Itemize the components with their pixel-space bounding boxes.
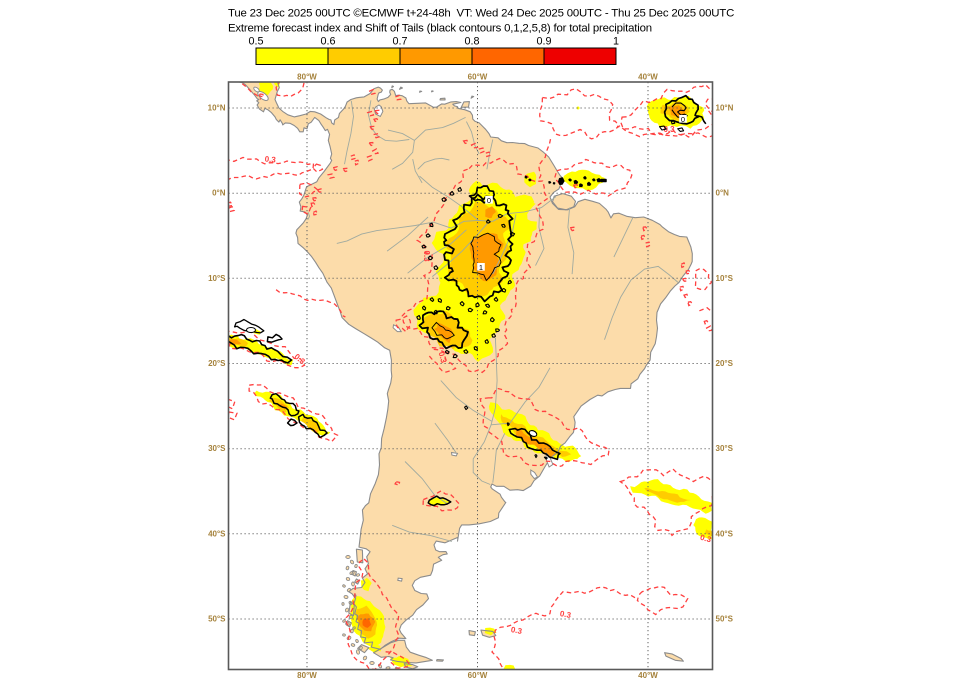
svg-text:0°N: 0°N: [212, 189, 226, 198]
svg-text:40°S: 40°S: [716, 529, 734, 538]
svg-text:10°S: 10°S: [716, 274, 734, 283]
svg-text:20°S: 20°S: [208, 359, 226, 368]
svg-text:0.6: 0.6: [320, 36, 335, 48]
svg-text:1: 1: [613, 36, 619, 48]
svg-text:30°S: 30°S: [716, 444, 734, 453]
svg-text:30°S: 30°S: [208, 444, 226, 453]
svg-text:0.9: 0.9: [536, 36, 551, 48]
svg-text:0: 0: [681, 115, 685, 124]
svg-text:20°S: 20°S: [716, 359, 734, 368]
svg-text:1: 1: [479, 263, 483, 272]
svg-text:80°W: 80°W: [297, 73, 317, 82]
svg-text:50°S: 50°S: [208, 615, 226, 624]
svg-text:Tue 23 Dec 2025 00UTC ©ECMWF t: Tue 23 Dec 2025 00UTC ©ECMWF t+24-48h VT…: [228, 8, 734, 20]
svg-text:60°W: 60°W: [468, 73, 488, 82]
svg-text:0.3: 0.3: [510, 625, 523, 636]
svg-text:0°N: 0°N: [716, 189, 730, 198]
svg-text:50°S: 50°S: [716, 615, 734, 624]
svg-text:10°N: 10°N: [716, 104, 734, 113]
svg-text:0.7: 0.7: [392, 36, 407, 48]
svg-text:0.8: 0.8: [464, 36, 479, 48]
svg-text:0.3: 0.3: [422, 250, 431, 262]
svg-text:60°W: 60°W: [468, 671, 488, 678]
svg-text:40°W: 40°W: [638, 671, 658, 678]
svg-text:0: 0: [487, 196, 491, 205]
svg-text:40°W: 40°W: [638, 73, 658, 82]
svg-text:10°N: 10°N: [208, 104, 226, 113]
svg-text:0.5: 0.5: [248, 36, 263, 48]
svg-text:40°S: 40°S: [208, 529, 226, 538]
svg-text:10°S: 10°S: [208, 274, 226, 283]
svg-text:0.3: 0.3: [663, 125, 675, 134]
svg-text:0.3: 0.3: [264, 155, 276, 165]
svg-text:0.3: 0.3: [699, 533, 713, 545]
svg-text:0.3: 0.3: [437, 351, 449, 365]
svg-text:80°W: 80°W: [297, 671, 317, 678]
svg-text:0.3: 0.3: [559, 609, 572, 620]
svg-text:Extreme forecast index and Shi: Extreme forecast index and Shift of Tail…: [228, 23, 652, 35]
